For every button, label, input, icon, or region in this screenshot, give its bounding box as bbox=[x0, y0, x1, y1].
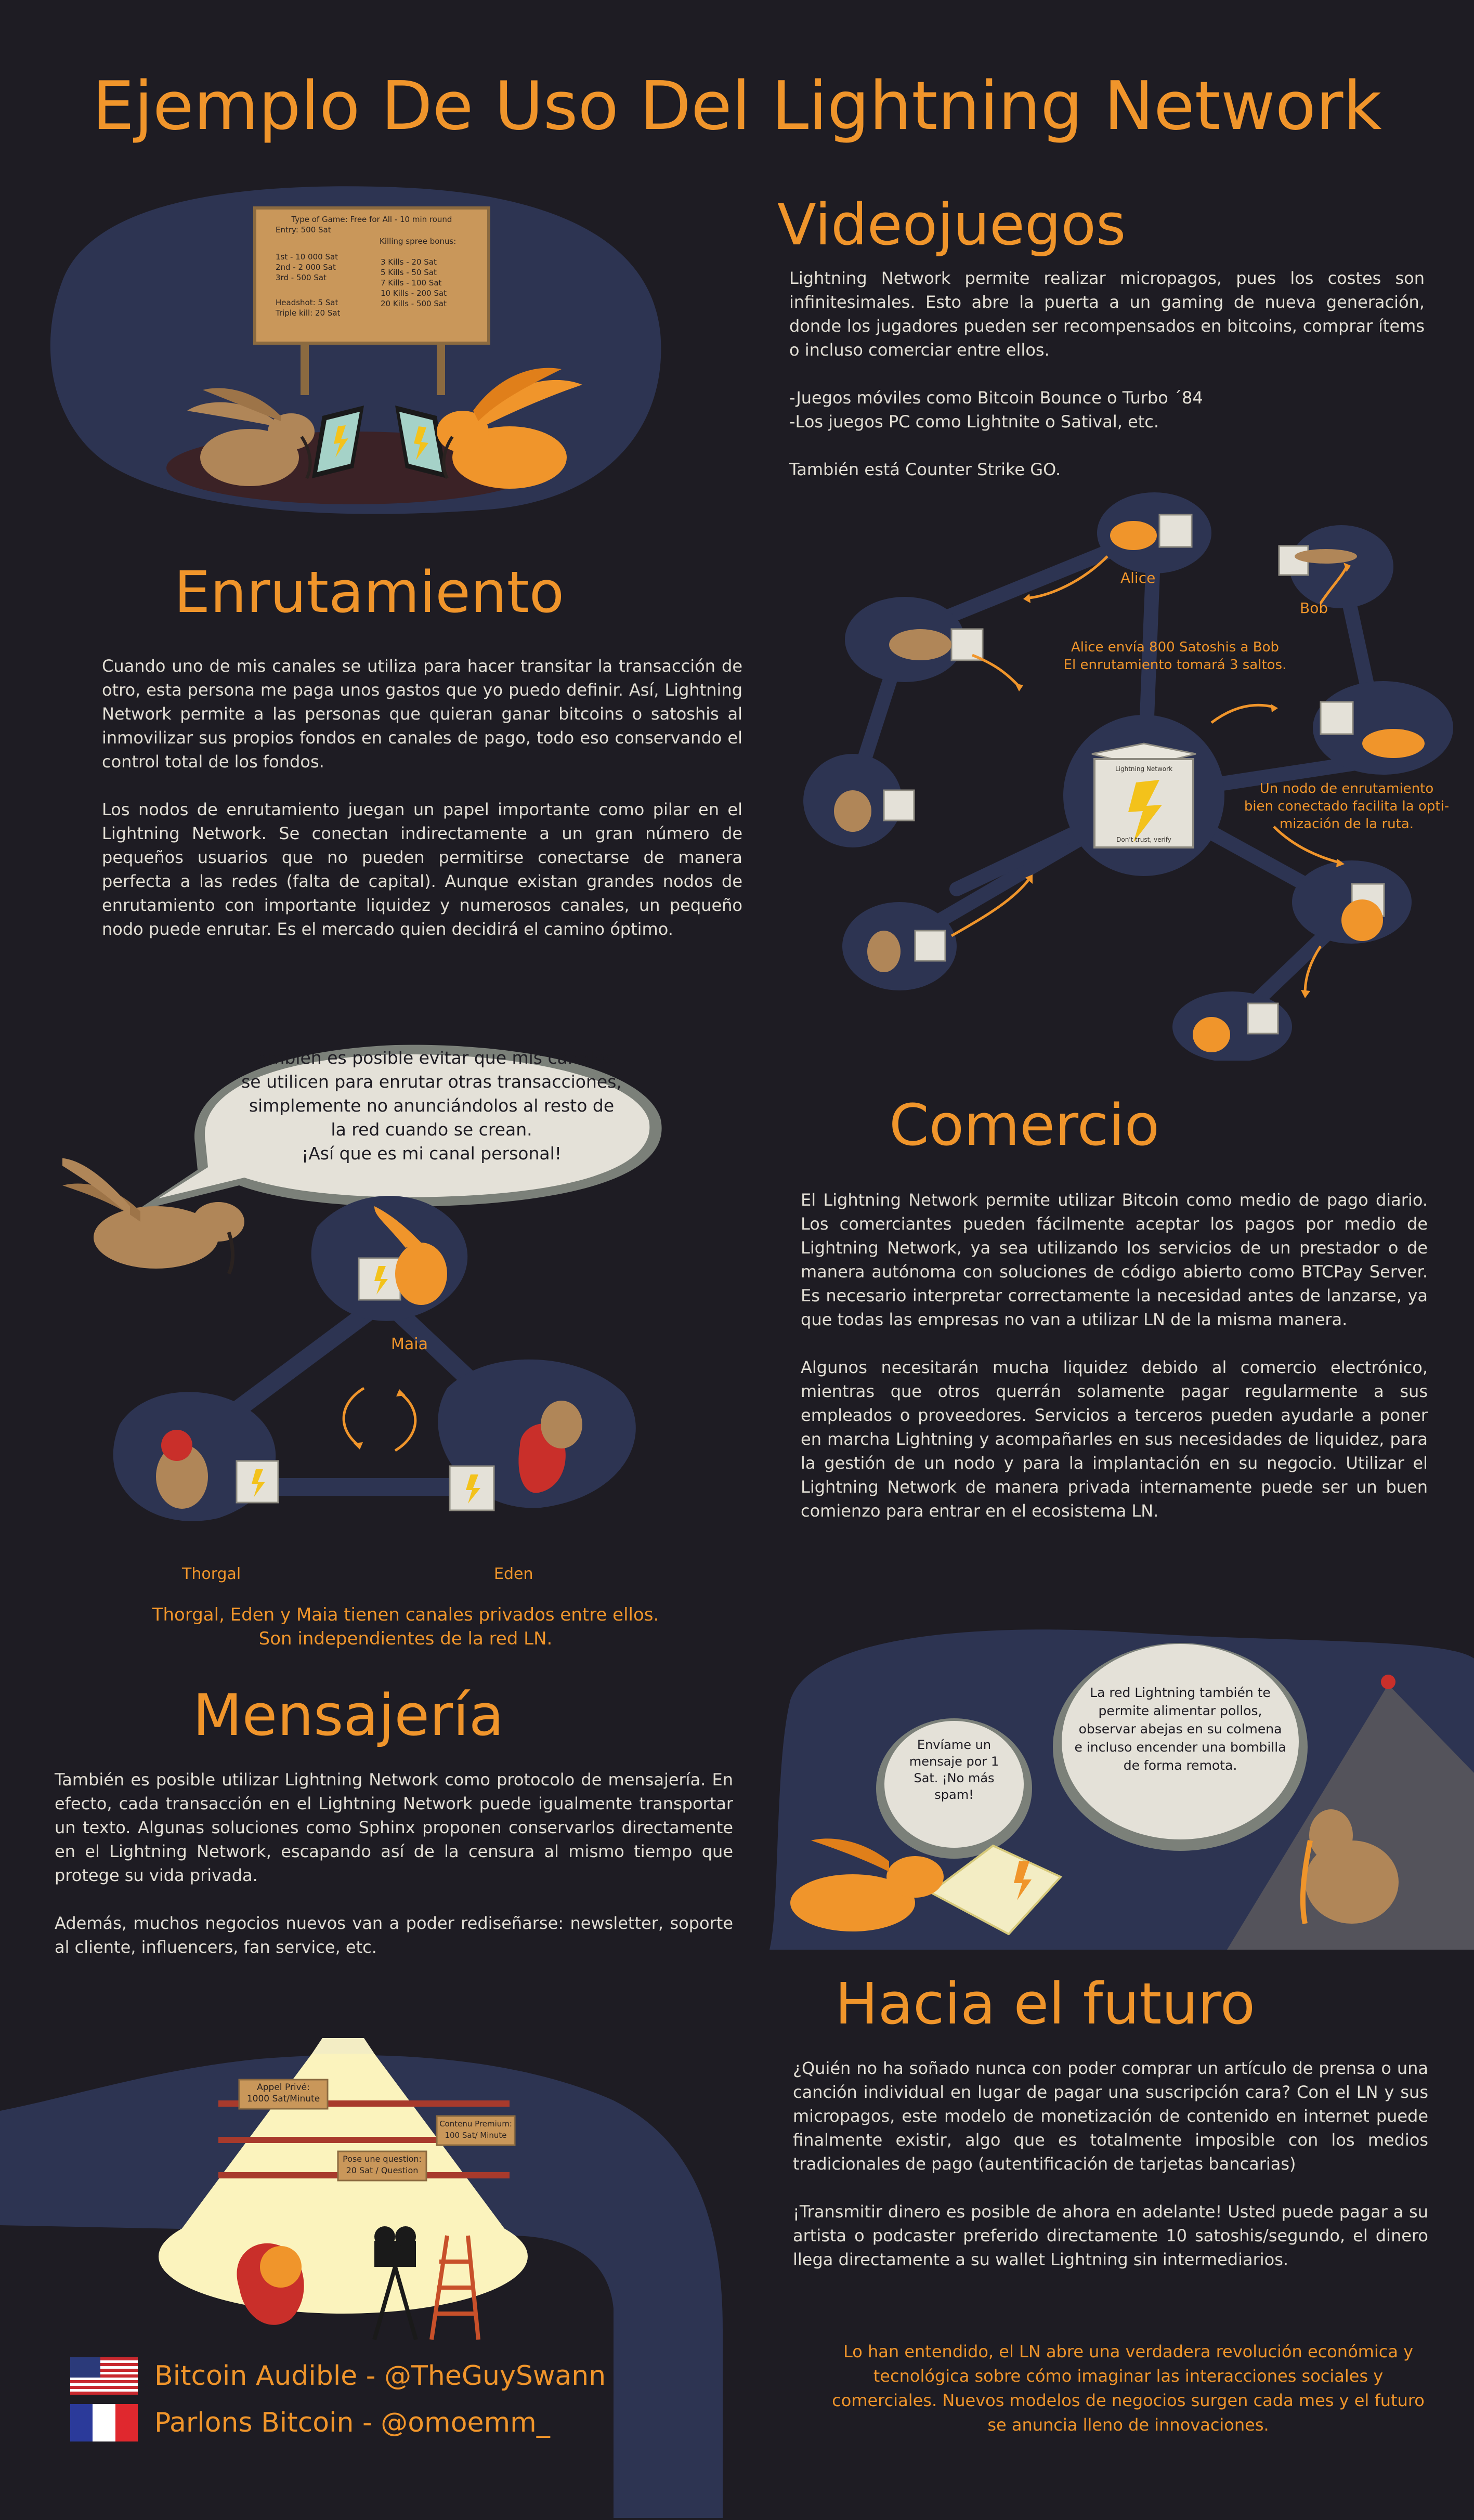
videojuegos-heading: Videojuegos bbox=[777, 191, 1126, 258]
sign-line-1: Type of Game: Free for All - 10 min roun… bbox=[291, 215, 452, 224]
sign-kill-head: Killing spree bonus: bbox=[380, 237, 456, 246]
sign-rank-2: 2nd - 2 000 Sat bbox=[276, 263, 336, 272]
eden-label: Eden bbox=[494, 1565, 533, 1583]
enrutamiento-section: Cuando uno de mis canales se utiliza par… bbox=[102, 654, 742, 941]
library-sign-3: Pose une question: 20 Sat / Question bbox=[338, 2153, 426, 2176]
library-sign-2-line1: Contenu Premium: bbox=[439, 2119, 512, 2129]
messaging-illustration bbox=[769, 1617, 1474, 1950]
sign-kill-3: 7 Kills - 100 Sat bbox=[381, 278, 442, 288]
videojuegos-p3: También está Counter Strike GO. bbox=[789, 460, 1061, 479]
futuro-conclusion: Lo han entendido, el LN abre una verdade… bbox=[832, 2342, 1425, 2435]
alice-label: Alice bbox=[1120, 569, 1156, 586]
futuro-section: ¿Quién no ha soñado nunca con poder comp… bbox=[793, 2056, 1428, 2271]
videojuegos-list-2: -Los juegos PC como Lightnite o Satival,… bbox=[789, 412, 1159, 432]
routing-note-1-line2: El enrutamiento tomará 3 saltos. bbox=[1063, 657, 1287, 673]
routing-note-2-line3: mización de la ruta. bbox=[1279, 816, 1414, 832]
central-node-label: Lightning Network bbox=[1115, 765, 1173, 773]
videojuegos-p1: Lightning Network permite realizar micro… bbox=[789, 268, 1425, 360]
library-sign-1-line1: Appel Privé: bbox=[257, 2082, 310, 2093]
game-rules-sign: Type of Game: Free for All - 10 min roun… bbox=[260, 214, 484, 318]
videojuegos-list-1: -Juegos móviles como Bitcoin Bounce o Tu… bbox=[789, 388, 1203, 408]
futuro-p2: ¡Transmitir dinero es posible de ahora e… bbox=[793, 2202, 1428, 2269]
sign-kill-1: 3 Kills - 20 Sat bbox=[381, 257, 437, 267]
private-channels-illustration bbox=[52, 1029, 718, 1591]
library-sign-1: Appel Privé: 1000 Sat/Minute bbox=[239, 2082, 328, 2105]
private-caption-line2: Son independientes de la red LN. bbox=[258, 1628, 553, 1649]
private-bubble-line2: ¡Así que es mi canal personal! bbox=[302, 1143, 562, 1164]
comercio-p2: Algunos necesitarán mucha liquidez debid… bbox=[801, 1357, 1428, 1521]
bob-label: Bob bbox=[1300, 599, 1328, 617]
mensajeria-heading: Mensajería bbox=[192, 1682, 504, 1748]
library-illustration bbox=[0, 2038, 738, 2518]
sign-rank-3: 3rd - 500 Sat bbox=[276, 273, 327, 282]
library-sign-3-line2: 20 Sat / Question bbox=[346, 2165, 419, 2175]
us-flag-icon bbox=[70, 2357, 138, 2395]
futuro-heading: Hacia el futuro bbox=[834, 1970, 1256, 2037]
private-bubble-line1: También es posible evitar que mis canale… bbox=[241, 1048, 622, 1140]
library-sign-2: Contenu Premium: 100 Sat/ Minute bbox=[437, 2118, 515, 2141]
mensajeria-p1: También es posible utilizar Lightning Ne… bbox=[55, 1770, 733, 1885]
mensajeria-section: También es posible utilizar Lightning Ne… bbox=[55, 1768, 733, 1959]
credit-bitcoin-audible: Bitcoin Audible - @TheGuySwann bbox=[154, 2360, 606, 2392]
feed-chickens-bubble-text: La red Lightning también te permite alim… bbox=[1074, 1685, 1286, 1773]
comercio-section: El Lightning Network permite utilizar Bi… bbox=[801, 1188, 1428, 1523]
sign-kill-2: 5 Kills - 50 Sat bbox=[381, 268, 437, 277]
sign-rank-1: 1st - 10 000 Sat bbox=[276, 252, 338, 262]
routing-note-1-line1: Alice envía 800 Satoshis a Bob bbox=[1071, 639, 1279, 655]
private-caption-line1: Thorgal, Eden y Maia tienen canales priv… bbox=[152, 1604, 659, 1625]
enrutamiento-p2: Los nodos de enrutamiento juegan un pape… bbox=[102, 800, 742, 939]
sign-entry: Entry: 500 Sat bbox=[276, 225, 331, 234]
gaming-illustration bbox=[31, 177, 676, 520]
routing-note-1: Alice envía 800 Satoshis a Bob El enruta… bbox=[1050, 638, 1300, 674]
routing-note-2-line2: bien conectado facilita la opti- bbox=[1244, 799, 1450, 814]
sign-kill-4: 10 Kills - 200 Sat bbox=[381, 289, 447, 298]
routing-note-2: Un nodo de enrutamiento bien conectado f… bbox=[1237, 780, 1456, 833]
comercio-p1: El Lightning Network permite utilizar Bi… bbox=[801, 1190, 1428, 1329]
videojuegos-section: Lightning Network permite realizar micro… bbox=[789, 266, 1425, 481]
sign-kill-5: 20 Kills - 500 Sat bbox=[381, 299, 447, 308]
lightning-network-diagram bbox=[801, 484, 1466, 1062]
sign-triple: Triple kill: 20 Sat bbox=[276, 308, 341, 318]
library-sign-2-line2: 100 Sat/ Minute bbox=[445, 2131, 507, 2140]
thorgal-label: Thorgal bbox=[182, 1565, 241, 1583]
comercio-heading: Comercio bbox=[889, 1092, 1160, 1158]
mensajeria-p2: Además, muchos negocios nuevos van a pod… bbox=[55, 1913, 733, 1957]
central-node-caption: Don't trust, verify bbox=[1116, 836, 1171, 843]
message-bubble-text: Envíame un mensaje por 1 Sat. ¡No más sp… bbox=[909, 1738, 999, 1802]
private-bubble-text: También es posible evitar que mis canale… bbox=[239, 1046, 624, 1166]
library-sign-3-line1: Pose une question: bbox=[343, 2154, 422, 2164]
page-title: Ejemplo De Uso Del Lightning Network bbox=[92, 68, 1382, 145]
credit-parlons-bitcoin: Parlons Bitcoin - @omoemm_ bbox=[154, 2407, 550, 2438]
france-flag-icon bbox=[70, 2404, 138, 2441]
sign-headshot: Headshot: 5 Sat bbox=[276, 298, 338, 307]
credits: Bitcoin Audible - @TheGuySwann Parlons B… bbox=[70, 2357, 642, 2441]
enrutamiento-p1: Cuando uno de mis canales se utiliza par… bbox=[102, 656, 742, 772]
enrutamiento-heading: Enrutamiento bbox=[174, 559, 565, 625]
futuro-p1: ¿Quién no ha soñado nunca con poder comp… bbox=[793, 2058, 1428, 2174]
library-sign-1-line2: 1000 Sat/Minute bbox=[246, 2094, 320, 2104]
private-caption: Thorgal, Eden y Maia tienen canales priv… bbox=[140, 1603, 671, 1651]
maia-label: Maia bbox=[391, 1335, 428, 1353]
routing-note-2-line1: Un nodo de enrutamiento bbox=[1259, 781, 1434, 797]
